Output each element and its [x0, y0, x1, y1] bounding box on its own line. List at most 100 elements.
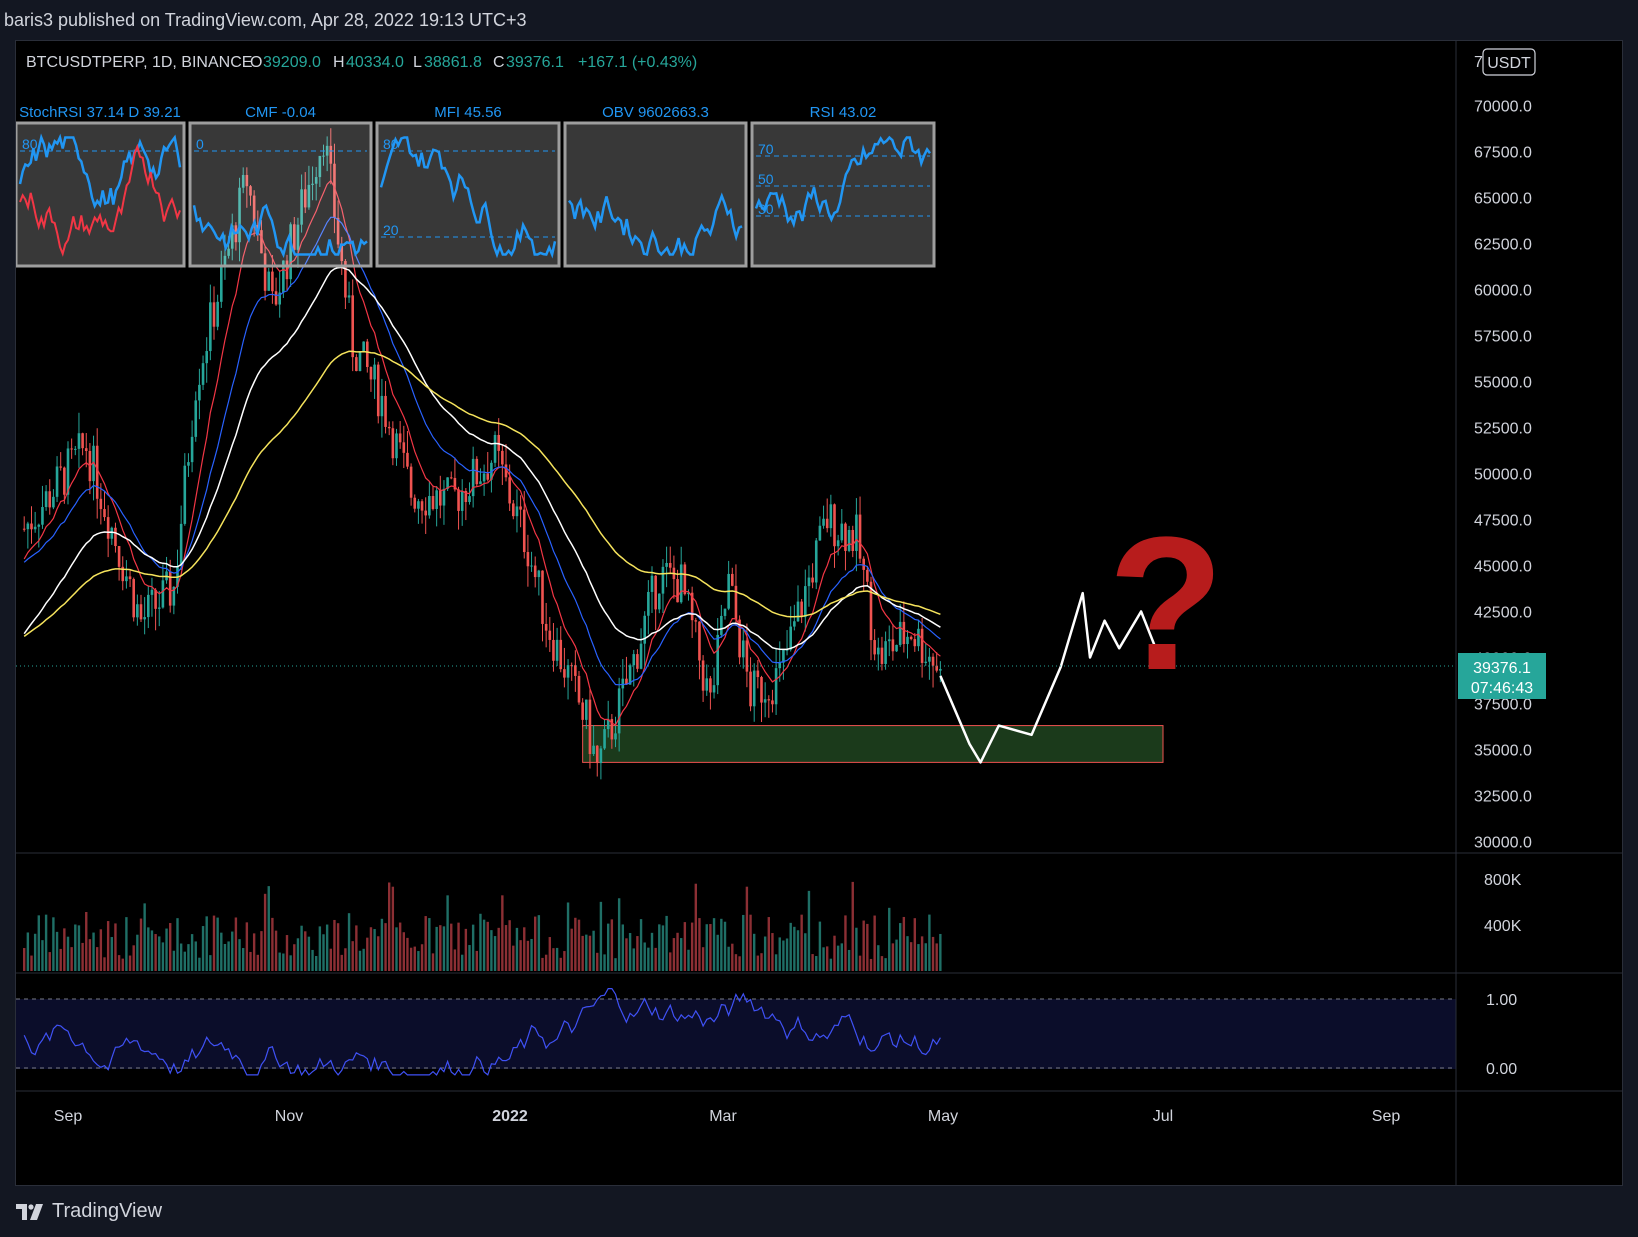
candle-body	[512, 503, 515, 517]
candle-body	[44, 491, 48, 508]
volume-bar	[574, 917, 577, 971]
volume-bar	[431, 953, 435, 971]
candle-body	[147, 594, 150, 618]
indicator-level-label: 70	[758, 141, 774, 157]
candle-body	[446, 477, 449, 489]
candle-body	[650, 575, 654, 592]
indicator-panel[interactable]: CMF -0.04 0	[188, 104, 373, 268]
volume-bar	[537, 915, 541, 971]
indicator-panel[interactable]: StochRSI 37.14 D 39.21 80	[14, 104, 186, 268]
chart-frame[interactable]: ? BTCUSDTPERP, 1D, BINANCE O 39209.0 H 4…	[14, 40, 1623, 1186]
volume-bar	[85, 911, 88, 971]
candle-body	[303, 189, 307, 208]
volume-bar	[877, 945, 880, 971]
volume-bar	[731, 943, 734, 971]
candle-body	[698, 621, 701, 661]
candle-body	[329, 145, 333, 164]
candle-body	[928, 656, 931, 662]
candle-body	[136, 604, 139, 618]
ema-line	[23, 216, 941, 686]
volume-bar	[493, 936, 497, 971]
candle-body	[825, 518, 829, 529]
candle-body	[756, 670, 760, 678]
candle-body	[778, 662, 782, 669]
volume-bar	[782, 940, 785, 971]
candle-body	[187, 462, 190, 466]
volume-bar	[585, 934, 588, 971]
candle-body	[647, 591, 650, 616]
candle-body	[844, 523, 847, 551]
candle-body	[891, 639, 895, 652]
open-label: O	[250, 54, 262, 71]
time-axis[interactable]: Sep Nov 2022 Mar May Jul Sep	[54, 1108, 1401, 1125]
candle-body	[117, 546, 121, 567]
volume-bar	[548, 937, 551, 971]
volume-bar	[636, 936, 639, 971]
candle-body	[800, 601, 803, 618]
candle-body	[515, 506, 519, 517]
price-axis-label: 50000.0	[1474, 467, 1532, 484]
candle-body	[665, 562, 668, 567]
price-axis-label: 55000.0	[1474, 375, 1532, 392]
volume-bar	[800, 914, 803, 971]
candle-body	[428, 496, 431, 516]
price-axis-label: 45000.0	[1474, 559, 1532, 576]
candle-body	[738, 619, 741, 658]
volume-bar	[325, 924, 329, 971]
candle-body	[559, 639, 563, 670]
chart-canvas[interactable]: ? BTCUSDTPERP, 1D, BINANCE O 39209.0 H 4…	[14, 41, 1622, 1185]
candle-body	[157, 607, 161, 609]
volume-bar	[617, 898, 621, 971]
volume-bar	[891, 943, 895, 971]
volume-bar	[475, 950, 478, 971]
volume-bar	[340, 954, 343, 971]
close-value: 39376.1	[506, 54, 564, 71]
candle-body	[125, 576, 128, 582]
indicator-panel[interactable]: OBV 9602663.3	[563, 104, 748, 268]
candle-body	[661, 566, 665, 594]
volume-bar	[658, 924, 661, 971]
volume-bar	[632, 948, 635, 971]
volume-bar	[888, 907, 891, 971]
volume-bar	[789, 922, 792, 971]
candle-body	[541, 570, 544, 624]
candle-body	[920, 628, 924, 663]
volume-bar	[249, 951, 252, 971]
volume-bar	[300, 925, 303, 971]
volume-bar	[650, 932, 654, 971]
time-axis-label: Jul	[1153, 1108, 1173, 1125]
volume-bar	[855, 927, 858, 971]
volume-bar	[596, 952, 599, 971]
candle-body	[906, 636, 909, 645]
candle-body	[917, 628, 920, 647]
volume-bar	[23, 948, 26, 971]
volume-bar	[99, 929, 103, 971]
volume-bar	[840, 943, 843, 971]
volume-bar	[647, 947, 650, 971]
candle-body	[924, 661, 928, 663]
volume-bar	[260, 931, 263, 971]
candle-body	[577, 675, 581, 703]
candle-body	[789, 626, 792, 650]
candle-body	[895, 644, 898, 652]
volume-bar	[190, 934, 194, 971]
volume-bar	[526, 940, 530, 971]
candle-body	[592, 745, 595, 755]
volume-bar	[209, 955, 212, 971]
currency-badge[interactable]: USDT	[1482, 48, 1536, 76]
volume-bar	[742, 914, 745, 971]
volume-bar	[391, 886, 395, 971]
candle-body	[95, 445, 99, 499]
volume-bar	[716, 934, 719, 971]
indicator-line	[192, 203, 368, 259]
candle-body	[548, 630, 552, 640]
tradingview-logo-icon	[16, 1203, 43, 1220]
candle-body	[387, 426, 391, 429]
candle-body	[198, 384, 201, 401]
projection-path	[939, 591, 1165, 764]
indicator-label: OBV 9602663.3	[602, 104, 709, 121]
volume-bar	[336, 923, 340, 971]
volume-bar	[205, 916, 208, 971]
